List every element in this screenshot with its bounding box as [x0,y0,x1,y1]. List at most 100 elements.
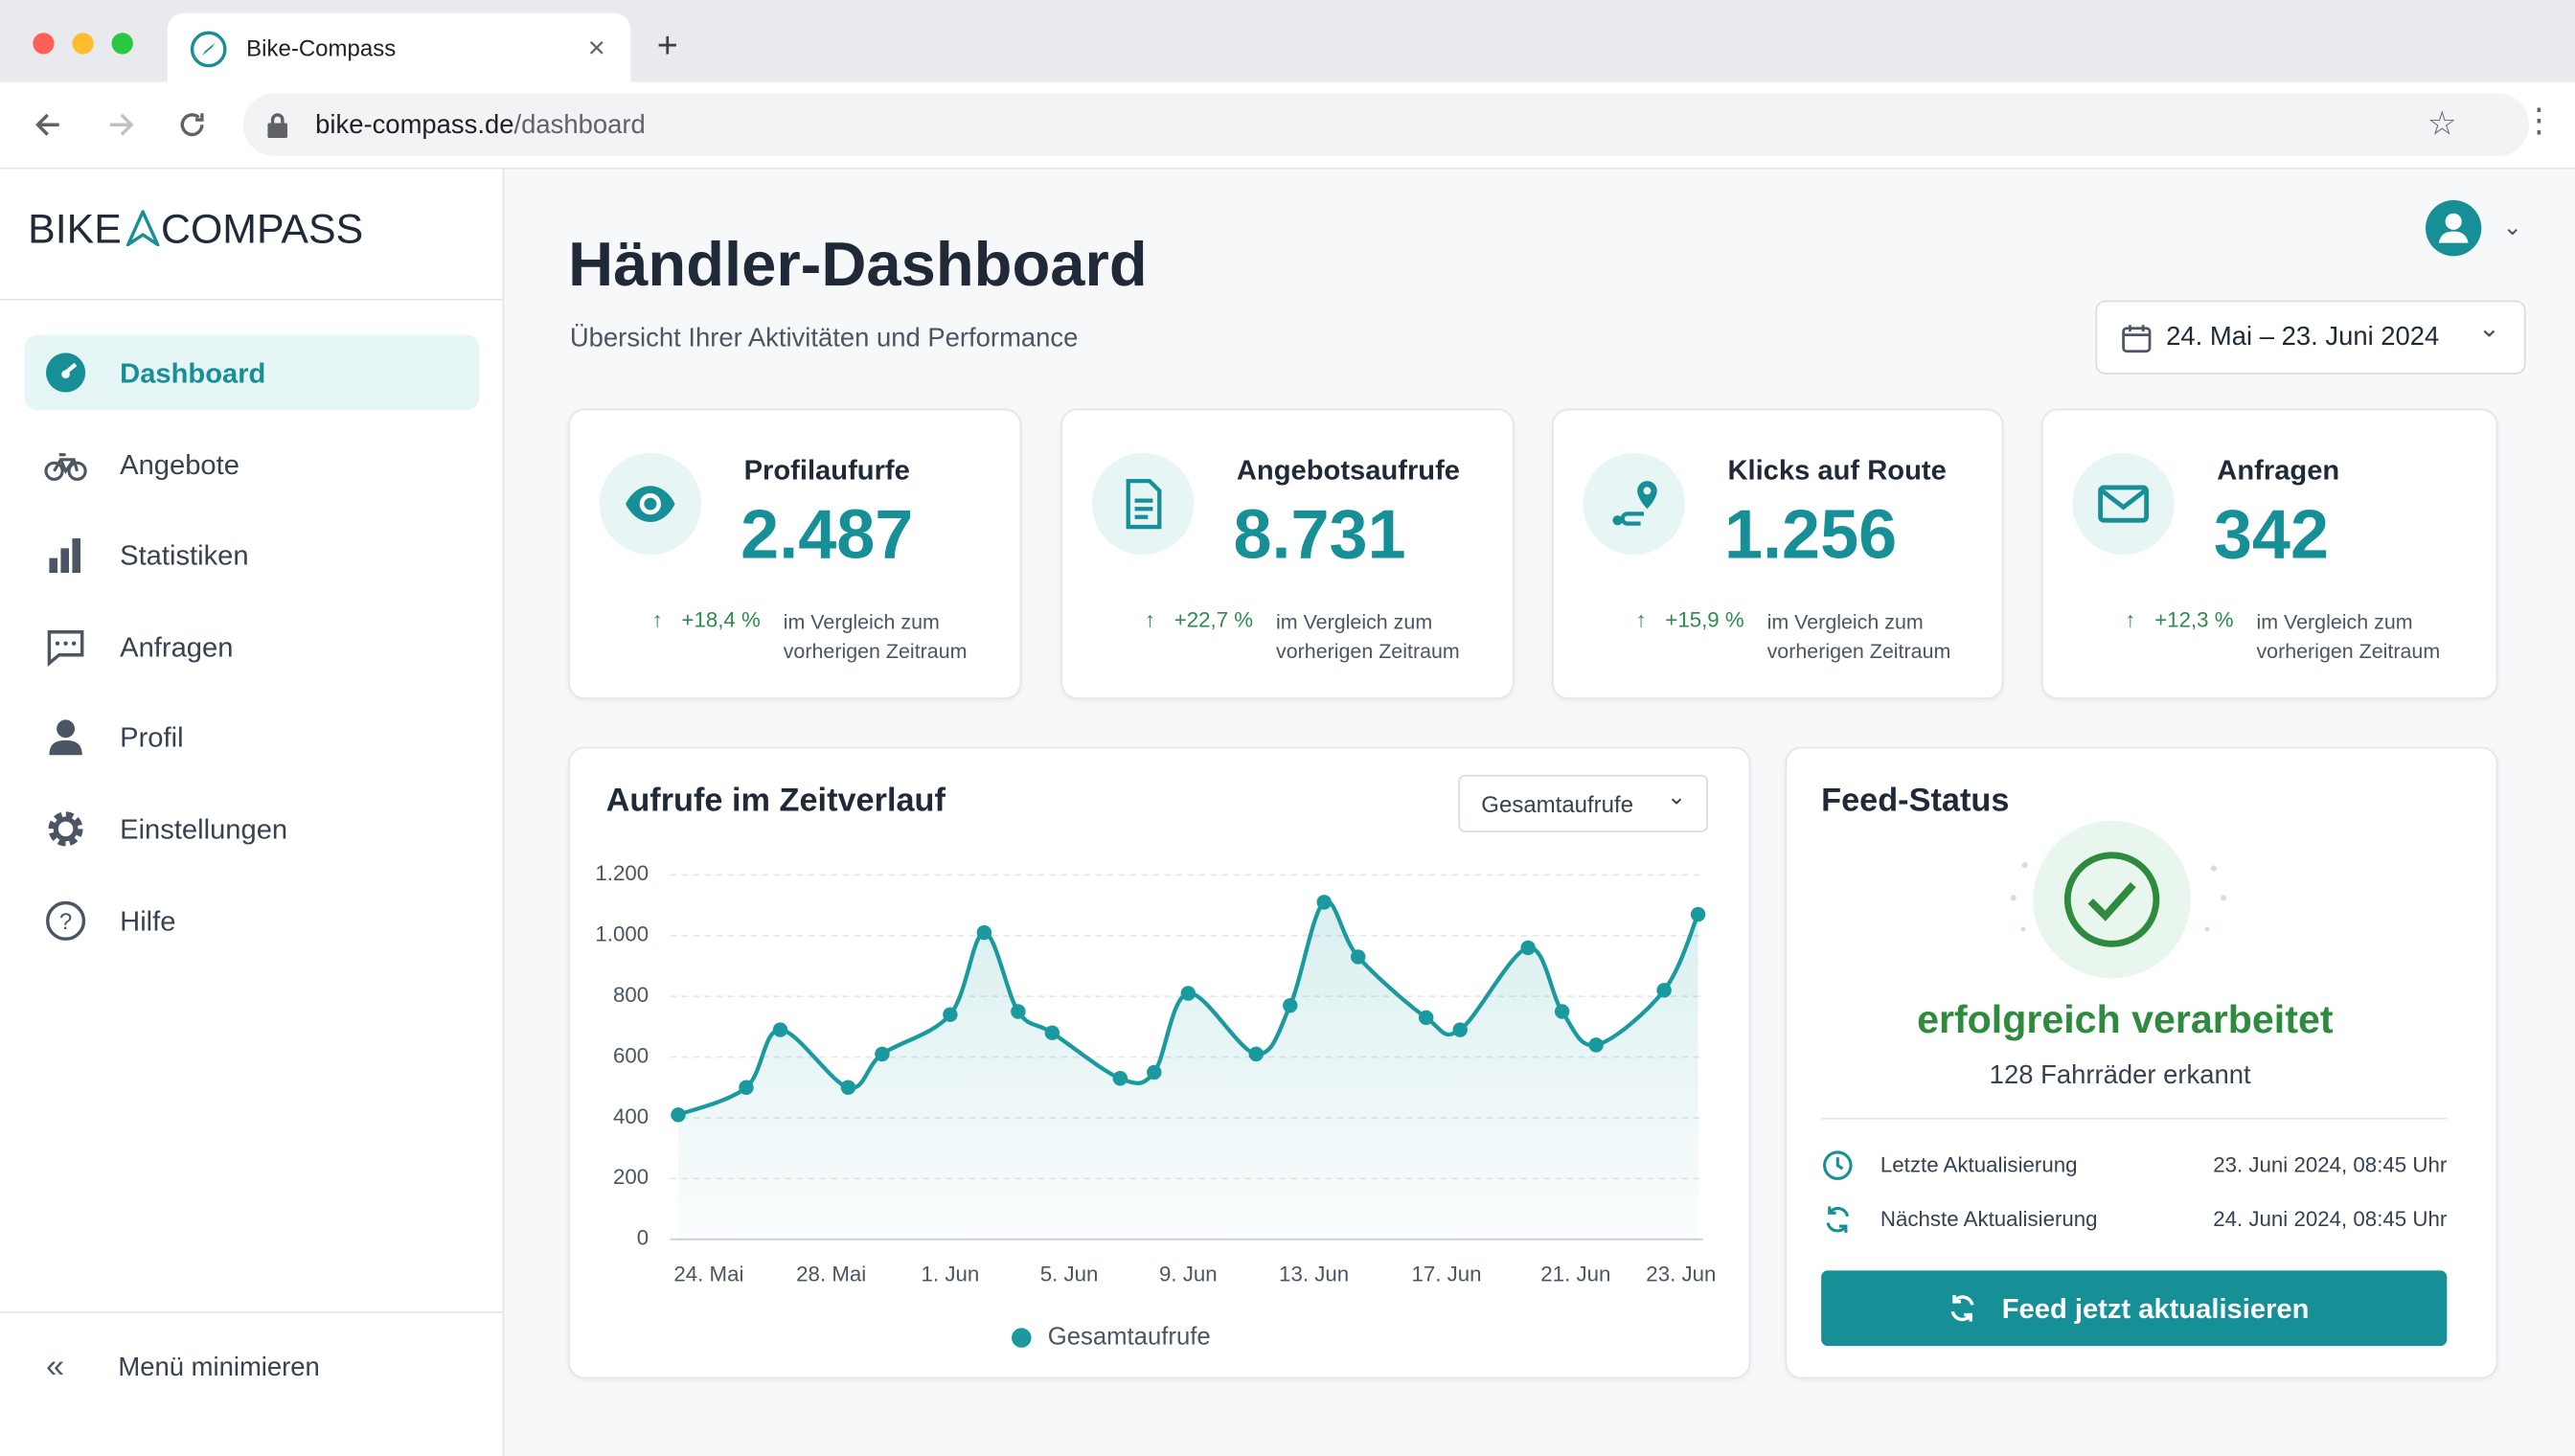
kpi-arrow: ↑ [2125,607,2136,632]
tab-close[interactable]: × [587,31,605,64]
row-label: Nächste Aktualisierung [1880,1206,2098,1232]
calendar-icon [2122,325,2152,353]
nav-item[interactable]: Angebote [25,427,480,503]
kpi-value: 8.731 [1233,495,1406,574]
data-point [875,1046,890,1062]
nav-item[interactable]: Einstellungen [25,791,480,867]
series-dropdown[interactable]: Gesamtaufrufe ⌄ [1458,774,1708,832]
address-bar[interactable]: bike-compass.de/dashboard ☆ [242,93,2530,156]
forward-button[interactable] [103,108,136,141]
row-label: Letzte Aktualisierung [1880,1151,2078,1177]
tab-title: Bike-Compass [246,34,397,61]
kpi-change: +15,9 % [1665,607,1744,632]
mail-icon [2098,485,2149,523]
kpi-change: +18,4 % [681,607,761,632]
data-point [1554,1004,1570,1019]
kpi-label: Klicks auf Route [1727,454,1947,487]
data-point [1656,983,1672,998]
x-tick-label: 23. Jun [1646,1262,1716,1285]
url-host: bike-compass.de [315,111,514,140]
kpi-card: Angebotsaufrufe 8.731 ↑ +22,7 % im Vergle… [1060,408,1515,699]
feed-card: Feed-Status erfolgreich verarbeitet 128 … [1785,746,2498,1379]
kpi-note: im Vergleich zum vorherigen Zeitraum [2256,610,2441,664]
lock-icon [267,113,288,138]
status-text: erfolgreich verarbeitet [1917,997,2334,1043]
page-title: Händler-Dashboard [568,231,1148,301]
browser-menu[interactable]: ⋮ [2522,102,2556,140]
date-caret: ⌄ [2477,315,2500,344]
count-text: 128 Fahrräder erkannt [1989,1061,2251,1090]
divider [0,1311,503,1313]
data-point [1316,895,1332,910]
row-value: 24. Juni 2024, 08:45 Uhr [2213,1206,2448,1232]
window-minimize[interactable] [72,33,94,55]
data-point [943,1007,958,1022]
kpi-arrow: ↑ [1144,607,1156,632]
nav-label: Dashboard [120,357,266,390]
data-point [671,1107,686,1123]
collapse-icon[interactable]: « [46,1349,65,1386]
new-tab[interactable]: + [656,24,678,66]
browser-tab[interactable]: Bike-Compass × [167,12,631,82]
x-tick-label: 21. Jun [1540,1262,1610,1285]
kpi-note: im Vergleich zum vorherigen Zeitraum [1276,610,1460,664]
nav-label: Anfragen [120,631,234,664]
kpi-card: Anfragen 342 ↑ +12,3 % im Vergleich zum v… [2040,408,2498,699]
reload-button[interactable] [175,108,208,141]
avatar-icon [2438,213,2469,243]
kpi-arrow: ↑ [1635,607,1647,632]
divider [1821,1117,2448,1120]
kpi-label: Anfragen [2217,454,2340,487]
data-point [772,1022,788,1037]
url-path: /dashboard [513,111,646,140]
brand-logo [126,210,160,247]
status-badge [2010,820,2227,979]
window-close[interactable] [33,33,55,55]
nav-item[interactable]: Dashboard [24,334,480,411]
data-point [1452,1022,1468,1037]
bookmark-star[interactable]: ☆ [2427,106,2457,144]
data-point [840,1080,856,1095]
nav-label: Profil [120,721,184,754]
window-zoom[interactable] [111,33,133,55]
avatar[interactable] [2426,200,2482,257]
dropdown-label: Gesamtaufrufe [1481,790,1634,818]
page-subtitle: Übersicht Ihrer Aktivitäten und Performa… [569,325,1079,353]
kpi-icon [2072,452,2175,556]
row-value: 23. Juni 2024, 08:45 Uhr [2213,1151,2448,1177]
nav-item[interactable]: Anfragen [25,609,480,685]
nav-item[interactable]: ? Hilfe [25,883,480,959]
avatar-caret[interactable]: ⌄ [2502,213,2522,240]
document-icon [1126,478,1162,530]
nav-label: Einstellungen [120,813,288,846]
nav-icon [46,353,86,393]
nav-icon [48,811,83,847]
toolbar: bike-compass.de/dashboard ☆ ⋮ [0,81,2575,170]
nav-label: Hilfe [120,905,176,938]
button-label: Feed jetzt aktualisieren [2001,1293,2310,1325]
status-wrap: erfolgreich verarbeitet [1787,998,2463,1044]
nav-item[interactable]: Statistiken [25,517,480,593]
data-point [1283,997,1298,1013]
date-range: 24. Mai – 23. Juni 2024 [2166,323,2440,352]
date-picker[interactable]: 24. Mai – 23. Juni 2024 ⌄ [2095,300,2526,375]
nav-icon [49,719,82,756]
nav-item[interactable]: Profil [25,699,480,775]
kpi-icon [1583,452,1685,556]
data-point [739,1080,754,1095]
tab-favicon [190,31,227,68]
legend-swatch [1012,1328,1032,1348]
kpi-label: Profilaufurfe [743,454,910,487]
kpi-icon [1092,452,1195,556]
collapse-label[interactable]: Menü minimieren [118,1354,320,1382]
data-point [1011,1004,1026,1019]
data-point [1147,1064,1162,1081]
clock-icon [1823,1150,1853,1180]
brand-right: COMPASS [161,206,364,253]
kpi-value: 1.256 [1724,495,1898,574]
x-tick-label: 1. Jun [922,1262,980,1285]
back-button[interactable] [33,108,65,141]
refresh-button[interactable]: Feed jetzt aktualisieren [1821,1270,2448,1347]
y-tick-label: 800 [613,983,649,1007]
